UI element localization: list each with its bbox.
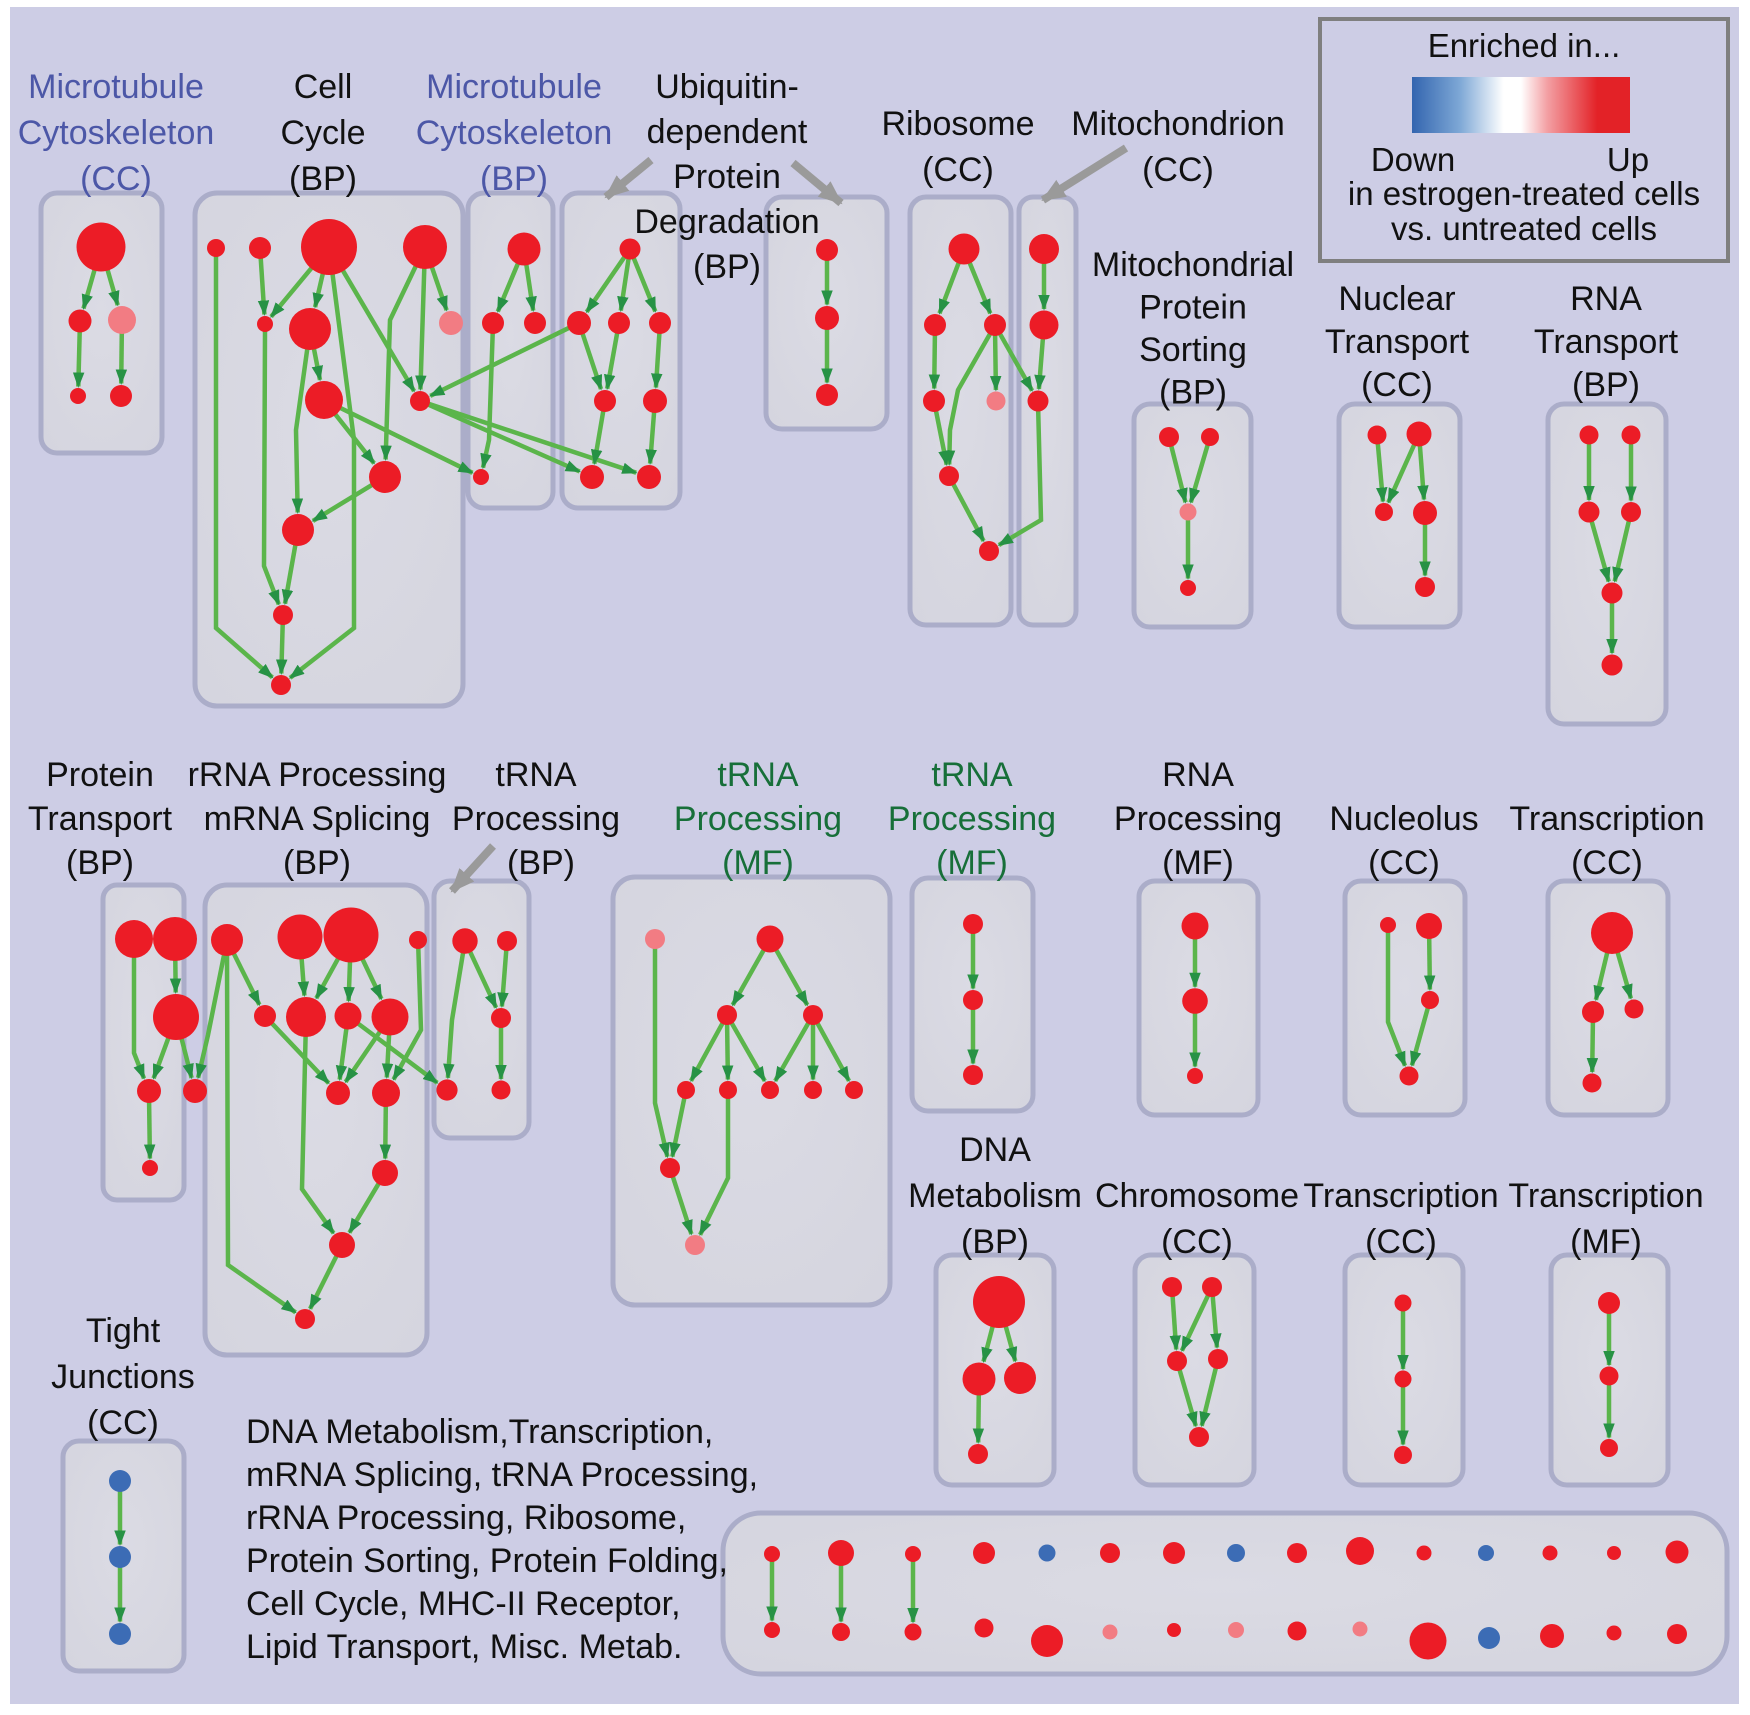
svg-text:(MF): (MF) [722, 844, 794, 882]
svg-text:Metabolism: Metabolism [908, 1177, 1082, 1215]
svg-text:Microtubule: Microtubule [426, 68, 602, 106]
svg-text:Processing: Processing [674, 800, 842, 838]
svg-text:Nuclear: Nuclear [1338, 280, 1455, 318]
svg-text:Tight: Tight [86, 1312, 161, 1350]
svg-text:Processing: Processing [1114, 800, 1282, 838]
svg-text:Transcription: Transcription [1303, 1177, 1498, 1215]
svg-text:Transport: Transport [1534, 323, 1679, 361]
svg-text:Mitochondrial: Mitochondrial [1092, 246, 1294, 284]
svg-text:(BP): (BP) [289, 160, 357, 198]
svg-text:Enriched in...: Enriched in... [1428, 27, 1621, 64]
svg-text:in estrogen-treated cells: in estrogen-treated cells [1348, 175, 1700, 212]
svg-text:tRNA: tRNA [495, 756, 577, 794]
svg-text:(CC): (CC) [1161, 1223, 1233, 1261]
svg-text:DNA: DNA [959, 1131, 1031, 1169]
svg-text:rRNA Processing, Ribosome,: rRNA Processing, Ribosome, [246, 1499, 686, 1537]
svg-text:Ubiquitin-: Ubiquitin- [655, 68, 799, 106]
svg-text:Cell Cycle, MHC-II Receptor,: Cell Cycle, MHC-II Receptor, [246, 1585, 681, 1623]
svg-text:(BP): (BP) [507, 844, 575, 882]
svg-text:(CC): (CC) [80, 160, 152, 198]
svg-text:Cytoskeleton: Cytoskeleton [416, 114, 613, 152]
svg-text:(CC): (CC) [1571, 844, 1643, 882]
svg-text:(CC): (CC) [1361, 366, 1433, 404]
svg-text:Ribosome: Ribosome [881, 105, 1034, 143]
svg-text:(BP): (BP) [1572, 366, 1640, 404]
svg-text:Protein Sorting, Protein Foldi: Protein Sorting, Protein Folding, [246, 1542, 728, 1580]
svg-text:Cycle: Cycle [280, 114, 365, 152]
svg-text:Junctions: Junctions [51, 1358, 195, 1396]
svg-text:DNA Metabolism,Transcription,: DNA Metabolism,Transcription, [246, 1413, 713, 1451]
svg-text:Protein: Protein [673, 158, 781, 196]
svg-text:(BP): (BP) [480, 160, 548, 198]
svg-text:(CC): (CC) [87, 1404, 159, 1442]
svg-text:mRNA Splicing, tRNA Processing: mRNA Splicing, tRNA Processing, [246, 1456, 758, 1494]
svg-text:tRNA: tRNA [931, 756, 1013, 794]
svg-text:Transport: Transport [28, 800, 173, 838]
svg-text:(MF): (MF) [1570, 1223, 1642, 1261]
svg-text:Mitochondrion: Mitochondrion [1071, 105, 1285, 143]
svg-text:Sorting: Sorting [1139, 331, 1247, 369]
svg-text:Protein: Protein [46, 756, 154, 794]
svg-text:Up: Up [1607, 141, 1649, 178]
svg-text:Cytoskeleton: Cytoskeleton [18, 114, 215, 152]
svg-text:(BP): (BP) [693, 248, 761, 286]
svg-text:(BP): (BP) [66, 844, 134, 882]
svg-text:(BP): (BP) [961, 1223, 1029, 1261]
svg-text:Chromosome: Chromosome [1095, 1177, 1299, 1215]
svg-text:tRNA: tRNA [717, 756, 799, 794]
svg-text:Processing: Processing [888, 800, 1056, 838]
svg-text:Degradation: Degradation [634, 203, 819, 241]
svg-text:RNA: RNA [1162, 756, 1234, 794]
svg-text:Lipid Transport, Misc. Metab.: Lipid Transport, Misc. Metab. [246, 1628, 683, 1666]
svg-text:(MF): (MF) [1162, 844, 1234, 882]
svg-text:(BP): (BP) [1159, 374, 1227, 412]
svg-text:Protein: Protein [1139, 289, 1247, 327]
svg-text:Processing: Processing [452, 800, 620, 838]
svg-text:(BP): (BP) [283, 844, 351, 882]
svg-text:Cell: Cell [294, 68, 353, 106]
svg-text:(CC): (CC) [922, 151, 994, 189]
svg-text:Transport: Transport [1325, 323, 1470, 361]
svg-text:rRNA Processing: rRNA Processing [188, 756, 447, 794]
svg-text:mRNA Splicing: mRNA Splicing [204, 800, 431, 838]
svg-text:Transcription: Transcription [1508, 1177, 1703, 1215]
svg-text:Transcription: Transcription [1509, 800, 1704, 838]
svg-text:(CC): (CC) [1142, 151, 1214, 189]
svg-text:(MF): (MF) [936, 844, 1008, 882]
svg-text:Down: Down [1371, 141, 1455, 178]
svg-text:(CC): (CC) [1365, 1223, 1437, 1261]
svg-text:Nucleolus: Nucleolus [1329, 800, 1478, 838]
svg-text:vs. untreated cells: vs. untreated cells [1391, 210, 1657, 247]
svg-text:Microtubule: Microtubule [28, 68, 204, 106]
svg-text:RNA: RNA [1570, 280, 1642, 318]
svg-text:(CC): (CC) [1368, 844, 1440, 882]
svg-text:dependent: dependent [647, 113, 808, 151]
